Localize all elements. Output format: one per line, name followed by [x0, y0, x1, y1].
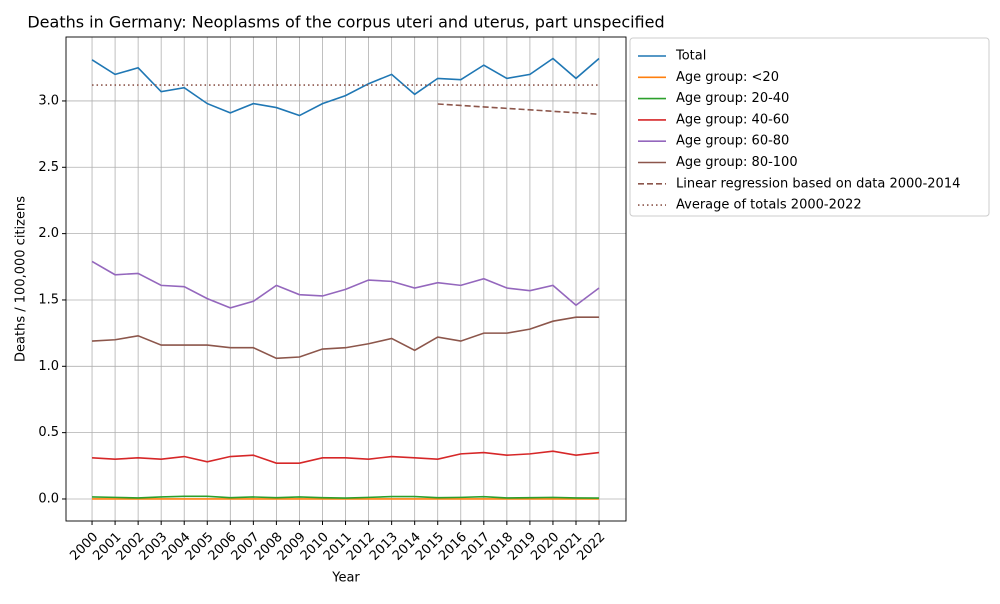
chart-title: Deaths in Germany: Neoplasms of the corp…	[27, 13, 664, 32]
legend-label: Age group: 20-40	[676, 91, 789, 106]
legend-label: Age group: <20	[676, 70, 779, 85]
legend-label: Age group: 80-100	[676, 155, 798, 170]
series-line	[92, 495, 600, 499]
y-tick-label: 1.0	[38, 359, 59, 374]
y-tick-label: 2.5	[38, 160, 59, 175]
y-tick-label: 0.5	[38, 425, 59, 440]
series-line	[91, 260, 600, 309]
series-line	[91, 450, 600, 464]
y-axis-label: Deaths / 100,000 citizens	[14, 196, 29, 362]
plot-frame	[65, 36, 627, 522]
series-line	[91, 57, 600, 117]
y-tick-label: 3.0	[38, 93, 59, 108]
legend-label: Linear regression based on data 2000-201…	[676, 176, 960, 191]
series-line	[437, 103, 600, 116]
legend: Total Age group: <20 Age group: 20-40 Age g…	[629, 37, 990, 217]
legend-label: Age group: 60-80	[676, 134, 789, 149]
legend-label: Average of totals 2000-2022	[676, 198, 862, 213]
series-line	[91, 316, 600, 360]
y-tick-label: 0.0	[38, 491, 59, 506]
y-tick-label: 2.0	[38, 226, 59, 241]
legend-label: Total	[675, 49, 706, 64]
legend-label: Age group: 40-60	[676, 112, 789, 127]
x-axis-label: Year	[331, 571, 360, 586]
y-tick-label: 1.5	[38, 292, 59, 307]
legend-frame	[629, 37, 990, 217]
